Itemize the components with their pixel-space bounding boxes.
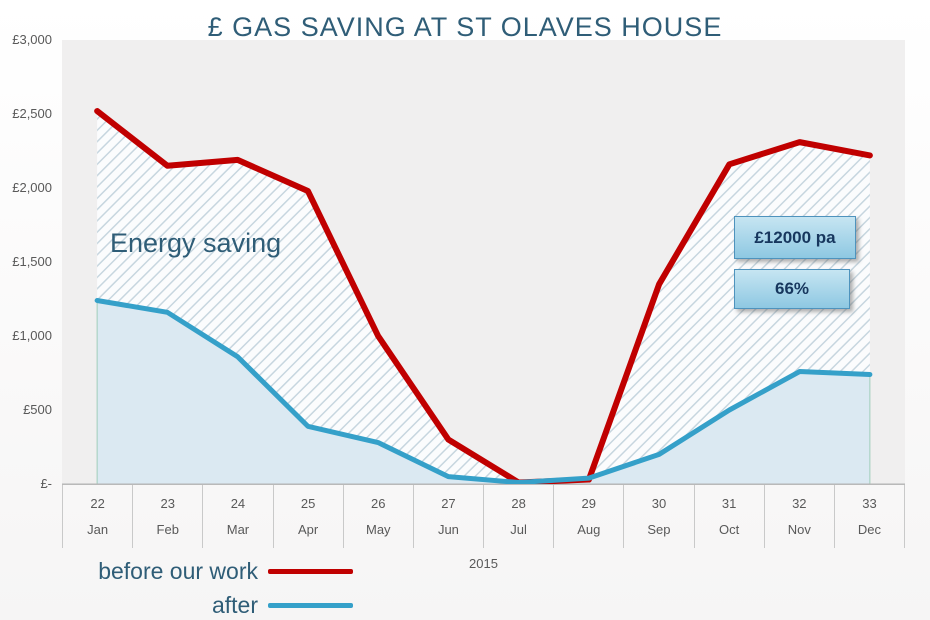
- x-axis: 22 Jan 23 Feb 24 Mar 25 Apr 26 May 27 Jun 28 Jul 29 Aug…: [62, 484, 906, 548]
- series-after-line: [94, 297, 873, 484]
- x-category: 22 Jan: [62, 485, 134, 548]
- y-tick-label: £2,000: [12, 180, 52, 195]
- week-label: 29: [581, 495, 597, 511]
- x-category: 31 Oct: [695, 485, 765, 548]
- energy-saving-label: Energy saving: [110, 228, 282, 258]
- week-label: 23: [160, 495, 175, 511]
- week-label: 30: [651, 495, 667, 511]
- x-category: 26 May: [344, 485, 414, 548]
- week-label: 27: [441, 495, 456, 511]
- x-category: 32 Nov: [765, 485, 835, 548]
- y-tick-label: £2,500: [12, 106, 52, 121]
- y-tick-label: £-: [40, 476, 52, 491]
- legend-label-after: after: [211, 591, 258, 618]
- series-before-line: [94, 108, 873, 484]
- x-category: 30 Sep: [624, 485, 695, 548]
- month-label: Feb: [156, 522, 179, 538]
- legend-label-before: before our work: [98, 557, 258, 584]
- x-category: 23 Feb: [133, 485, 204, 548]
- saving-amount-box: £12000 pa: [734, 216, 856, 259]
- x-category: 27 Jun: [414, 485, 485, 548]
- x-category: 29 Aug: [554, 485, 625, 548]
- month-label: Mar: [226, 522, 250, 538]
- legend-item-after: after: [28, 590, 353, 620]
- x-category: 25 Apr: [274, 485, 344, 548]
- legend-swatch-before: [268, 568, 353, 574]
- month-label: Nov: [787, 522, 811, 538]
- year-label: 2015: [469, 556, 498, 571]
- week-label: 26: [371, 495, 386, 511]
- week-label: 32: [792, 495, 807, 511]
- legend-item-before: before our work: [28, 556, 353, 586]
- month-label: Jan: [87, 522, 109, 538]
- week-label: 28: [511, 495, 526, 511]
- energy-saving-hatch-area: [97, 111, 870, 483]
- month-label: Dec: [857, 522, 882, 538]
- month-label: Oct: [719, 522, 740, 538]
- y-axis: £3,000 £2,500 £2,000 £1,500 £1,000 £500 £-: [0, 32, 56, 491]
- x-category: 28 Jul: [484, 485, 555, 548]
- month-label: Aug: [577, 522, 601, 538]
- y-tick-label: £500: [23, 402, 52, 417]
- week-label: 33: [862, 495, 877, 511]
- month-label: Jul: [510, 522, 527, 538]
- plot-area: Energy saving £12000 pa 66%: [62, 40, 905, 484]
- week-label: 25: [300, 495, 316, 511]
- y-tick-label: £1,000: [12, 328, 52, 343]
- week-label: 31: [721, 495, 737, 511]
- month-label: Apr: [297, 522, 319, 538]
- chart-canvas: [62, 108, 905, 484]
- week-label: 24: [230, 495, 246, 511]
- y-tick-label: £3,000: [12, 32, 52, 47]
- month-label: Sep: [647, 522, 671, 538]
- month-label: Jun: [437, 522, 459, 538]
- saving-percent-box: 66%: [734, 269, 850, 309]
- week-label: 22: [90, 495, 105, 511]
- chart-title: £ GAS SAVING AT ST OLAVES HOUSE: [207, 12, 723, 42]
- x-category: 33 Dec: [835, 485, 906, 548]
- x-category: 24 Mar: [203, 485, 274, 548]
- y-tick-label: £1,500: [12, 254, 52, 269]
- month-label: May: [365, 522, 391, 538]
- legend-swatch-after: [268, 602, 353, 608]
